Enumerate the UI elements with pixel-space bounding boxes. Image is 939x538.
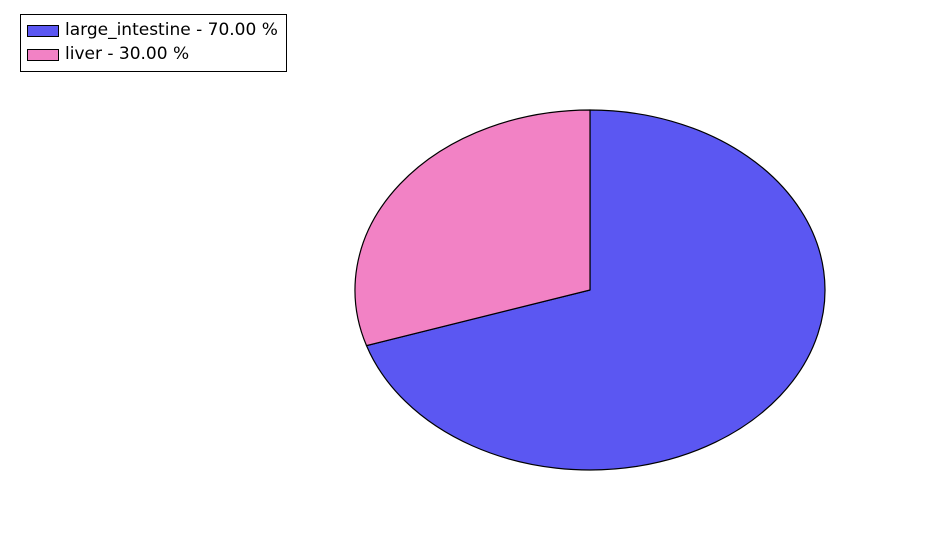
legend: large_intestine - 70.00 % liver - 30.00 … (20, 14, 287, 72)
pie-svg (353, 108, 827, 472)
chart-canvas: large_intestine - 70.00 % liver - 30.00 … (0, 0, 939, 538)
legend-label: large_intestine - 70.00 % (65, 19, 278, 43)
legend-swatch (27, 49, 59, 61)
legend-item: large_intestine - 70.00 % (27, 19, 278, 43)
pie-chart (353, 108, 827, 472)
legend-swatch (27, 25, 59, 37)
legend-item: liver - 30.00 % (27, 43, 278, 67)
legend-label: liver - 30.00 % (65, 43, 189, 67)
